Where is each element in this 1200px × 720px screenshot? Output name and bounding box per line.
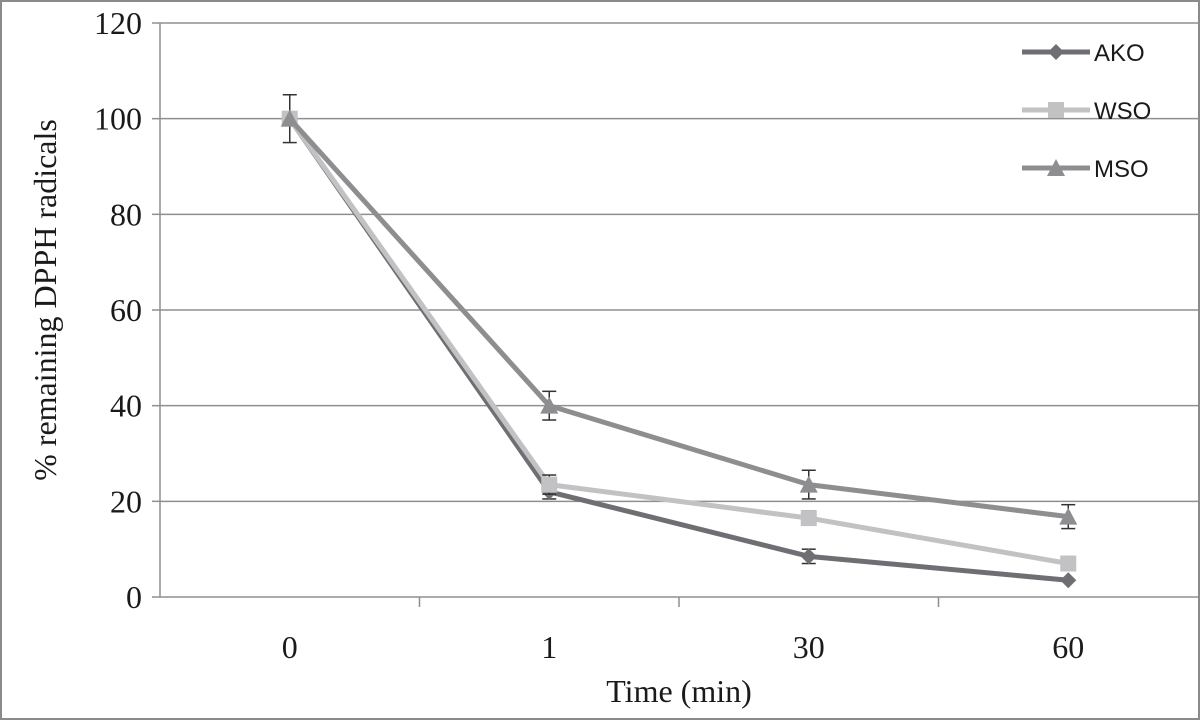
y-tick-label: 40 — [110, 388, 142, 424]
x-tick-label: 60 — [1052, 629, 1084, 665]
y-tick-label: 20 — [110, 483, 142, 519]
x-axis-title: Time (min) — [606, 673, 752, 709]
y-tick-labels: 0 20 40 60 80 100 120 — [94, 5, 142, 615]
legend-item-ako: AKO — [1022, 40, 1145, 67]
x-tick-label: 30 — [793, 629, 825, 665]
series-line — [287, 117, 1069, 566]
data-point — [280, 109, 299, 127]
data-point — [540, 396, 559, 414]
legend-marker — [1048, 44, 1064, 60]
data-point — [541, 476, 558, 493]
series-line — [287, 116, 1069, 520]
data-point — [800, 548, 817, 565]
gridlines — [160, 22, 1198, 503]
legend-item-mso: MSO — [1022, 156, 1149, 183]
series — [280, 94, 1078, 589]
data-point — [799, 475, 818, 493]
x-tick-labels: 0 1 30 60 — [282, 629, 1085, 665]
y-tick-label: 80 — [110, 196, 142, 232]
legend: AKO WSO MSO — [1022, 40, 1151, 183]
x-tick-label: 0 — [282, 629, 298, 665]
y-tick-label: 0 — [126, 579, 142, 615]
series-wso — [281, 110, 1077, 572]
data-point — [1060, 555, 1077, 572]
legend-label: WSO — [1094, 98, 1151, 125]
data-point — [1059, 507, 1078, 525]
data-point — [1060, 572, 1077, 589]
legend-item-wso: WSO — [1022, 98, 1151, 125]
legend-marker — [1048, 102, 1064, 118]
legend-label: AKO — [1094, 40, 1145, 67]
y-axis-title: % remaining DPPH radicals — [27, 119, 63, 481]
data-point — [800, 510, 817, 527]
y-tick-label: 120 — [94, 5, 142, 41]
y-tick-label: 100 — [94, 101, 142, 137]
legend-label: MSO — [1094, 156, 1149, 183]
y-tick-label: 60 — [110, 292, 142, 328]
legend-marker — [1047, 159, 1065, 176]
axes — [152, 22, 1198, 607]
x-tick-label: 1 — [541, 629, 557, 665]
series-mso — [280, 94, 1078, 530]
